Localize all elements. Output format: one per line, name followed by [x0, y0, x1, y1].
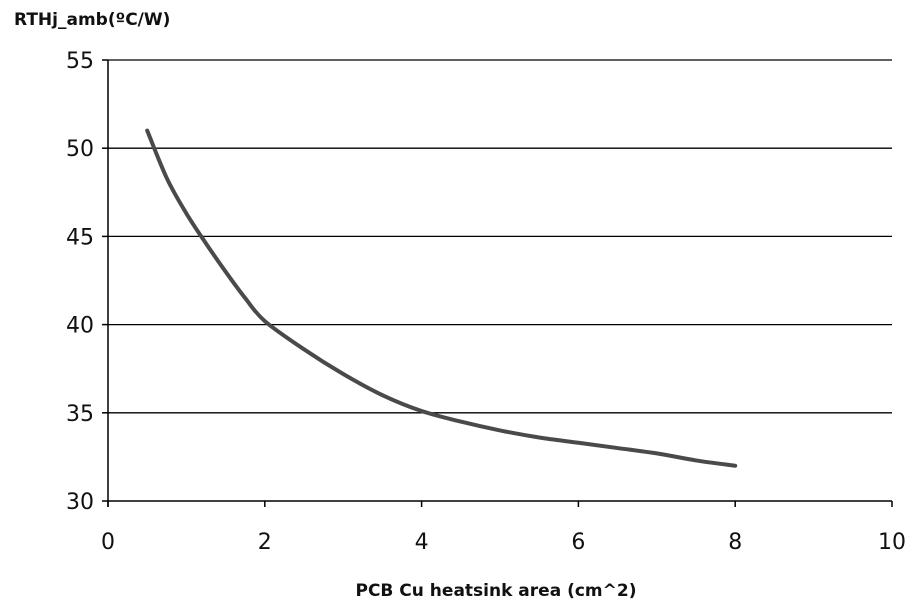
- y-tick-label: 35: [66, 402, 94, 427]
- x-tick-label: 4: [415, 530, 429, 555]
- y-tick-label: 55: [66, 49, 94, 74]
- y-tick-label: 50: [66, 137, 94, 162]
- x-tick-label: 2: [258, 530, 272, 555]
- y-axis-title: RTHj_amb(ºC/W): [14, 10, 170, 30]
- x-tick-label: 0: [101, 530, 115, 555]
- label-layer: RTHj_amb(ºC/W) PCB Cu heatsink area (cm^…: [14, 10, 906, 601]
- axis-layer: [102, 59, 893, 507]
- series-layer: [145, 128, 738, 468]
- grid-layer: [108, 59, 892, 414]
- x-tick-label: 6: [571, 530, 585, 555]
- series-line-0: [145, 128, 738, 468]
- y-tick-label: 40: [66, 314, 94, 339]
- x-tick-label: 10: [878, 530, 906, 555]
- x-axis-title: PCB Cu heatsink area (cm^2): [356, 581, 637, 601]
- x-tick-label: 8: [728, 530, 742, 555]
- y-tick-label: 30: [66, 490, 94, 515]
- y-tick-label: 45: [66, 225, 94, 250]
